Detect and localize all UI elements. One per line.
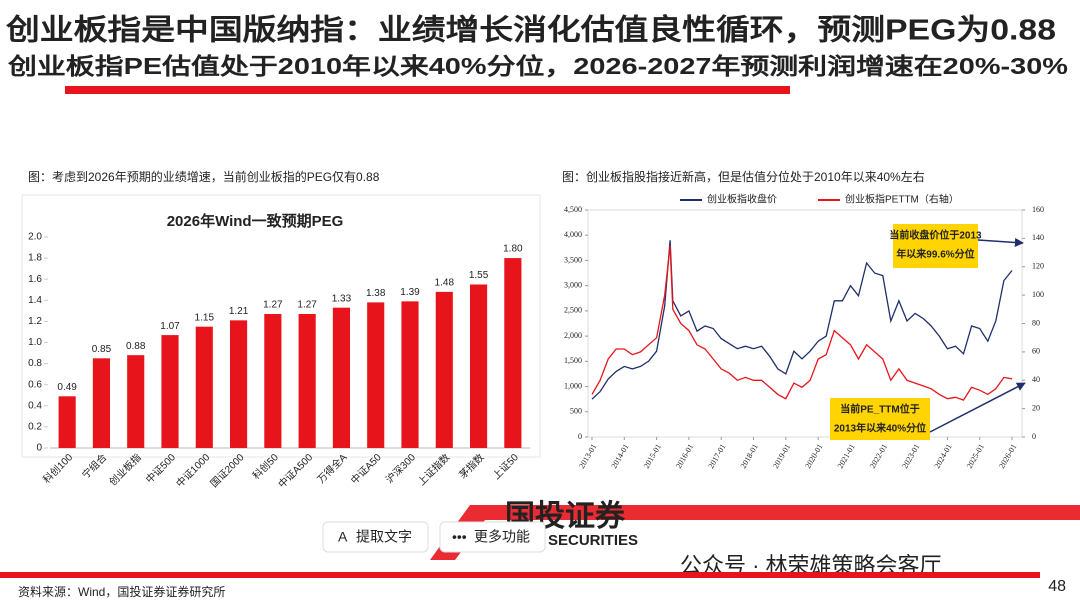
data-label: 1.39: [400, 287, 420, 298]
data-label: 1.27: [263, 300, 283, 311]
data-label: 1.27: [297, 300, 317, 311]
data-label: 1.55: [469, 270, 489, 281]
y2-tick-label: 40: [1032, 375, 1040, 384]
y-tick-label: 1.6: [28, 274, 42, 285]
y2-tick-label: 0: [1032, 432, 1036, 441]
annotation-text: 2013年以来40%分位: [834, 422, 926, 435]
title-underline: [65, 86, 790, 94]
y-tick-label: 500: [570, 407, 582, 416]
footer-band: [0, 572, 1040, 578]
annotation-text: 当前收盘价位于2013: [889, 229, 982, 242]
y-tick-label: 3,500: [564, 255, 582, 264]
chart-caption: 图：创业板指股指接近新高，但是估值分位处于2010年以来40%左右: [562, 169, 925, 184]
data-label: 1.38: [366, 288, 386, 299]
y2-tick-label: 140: [1032, 233, 1044, 242]
data-label: 1.48: [435, 278, 455, 289]
data-label: 0.49: [57, 382, 77, 393]
slide-title: 创业板指是中国版纳指：业绩增长消化估值良性循环，预测PEG为0.88: [5, 13, 1056, 47]
button-label[interactable]: 提取文字: [356, 529, 412, 545]
bar: [401, 301, 419, 448]
slide-subtitle: 创业板指PE估值处于2010年以来40%分位，2026-2027年预测利润增速在…: [7, 53, 1068, 79]
y-tick-label: 0.6: [28, 379, 42, 390]
data-label: 1.80: [503, 244, 523, 255]
series-line: [591, 240, 1013, 400]
button[interactable]: [439, 521, 546, 553]
data-label: 0.85: [92, 344, 112, 355]
y2-tick-label: 100: [1032, 290, 1044, 299]
y-tick-label: 2,500: [564, 306, 582, 315]
bar: [298, 314, 316, 448]
bar: [127, 355, 145, 448]
y-tick-label: 0.2: [28, 422, 42, 433]
y2-tick-label: 120: [1032, 262, 1044, 271]
annotation-arrow: [977, 237, 1024, 247]
button-icon: A: [338, 529, 348, 545]
bar: [264, 314, 282, 448]
annotation-box: [893, 224, 978, 268]
page-number: 48: [1048, 578, 1066, 595]
logo-band: [430, 505, 1080, 560]
y-tick-label: 4,500: [564, 205, 582, 214]
data-label: 1.07: [160, 321, 180, 332]
annotation-arrow: [929, 382, 1026, 433]
source-note: 资料来源：Wind，国投证券证券研究所: [18, 584, 225, 599]
y2-tick-label: 80: [1032, 318, 1040, 327]
bar: [470, 284, 488, 448]
annotation-box: [830, 398, 930, 440]
y-tick-label: 0: [578, 432, 582, 441]
y-tick-label: 1.4: [28, 295, 42, 306]
logo-en: SECURITIES: [548, 532, 638, 549]
chart-title: 2026年Wind一致预期PEG: [167, 212, 344, 230]
y-tick-label: 0.4: [28, 400, 42, 411]
bar: [230, 320, 248, 448]
bar: [161, 335, 179, 448]
bar: [92, 358, 110, 448]
y-tick-label: 1,500: [564, 356, 582, 365]
y-tick-label: 1.8: [28, 253, 42, 264]
y-tick-label: 1.2: [28, 316, 42, 327]
y-tick-label: 1.0: [28, 337, 42, 348]
y2-tick-label: 20: [1032, 403, 1040, 412]
data-label: 1.15: [195, 312, 215, 323]
y-tick-label: 4,000: [564, 230, 582, 239]
button-label[interactable]: 更多功能: [474, 529, 530, 545]
bar: [367, 302, 385, 448]
y-tick-label: 0.8: [28, 358, 42, 369]
bar: [332, 307, 350, 448]
y-tick-label: 1,000: [564, 381, 582, 390]
annotation-text: 当前PE_TTM位于: [840, 403, 919, 416]
data-label: 1.33: [332, 293, 352, 304]
button[interactable]: [322, 521, 429, 553]
legend-label: 创业板指PETTM（右轴）: [845, 193, 959, 206]
bar: [504, 258, 522, 448]
y-tick-label: 2,000: [564, 331, 582, 340]
legend-label: 创业板指收盘价: [707, 193, 777, 206]
bar: [435, 291, 453, 448]
button-icon: •••: [452, 529, 467, 545]
y-tick-label: 0: [36, 443, 42, 454]
chart-caption: 图：考虑到2026年预期的业绩增速，当前创业板指的PEG仅有0.88: [28, 169, 380, 184]
data-label: 0.88: [126, 341, 146, 352]
bar: [195, 326, 213, 448]
y-tick-label: 3,000: [564, 280, 582, 289]
series-line: [591, 245, 1013, 401]
y2-tick-label: 60: [1032, 347, 1040, 356]
annotation-text: 年以来99.6%分位: [896, 248, 974, 261]
y-tick-label: 2.0: [28, 232, 42, 243]
bar: [58, 396, 76, 448]
data-label: 1.21: [229, 306, 249, 317]
chart-frame: [21, 194, 541, 458]
y2-tick-label: 160: [1032, 205, 1044, 214]
